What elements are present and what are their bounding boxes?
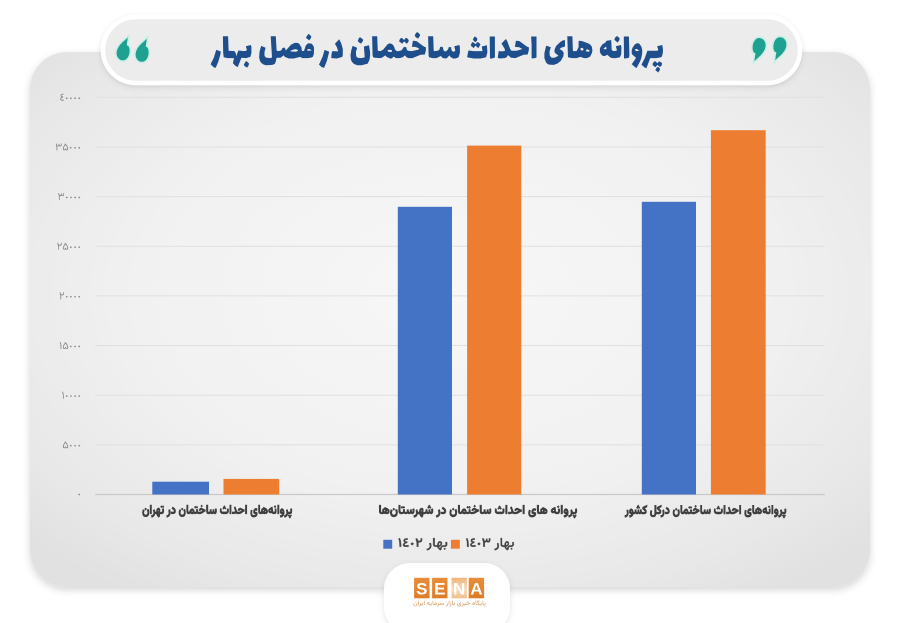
svg-text:E: E [434,579,445,598]
svg-text:S: S [416,579,427,598]
svg-text:A: A [470,579,482,598]
svg-text:N: N [453,579,465,598]
